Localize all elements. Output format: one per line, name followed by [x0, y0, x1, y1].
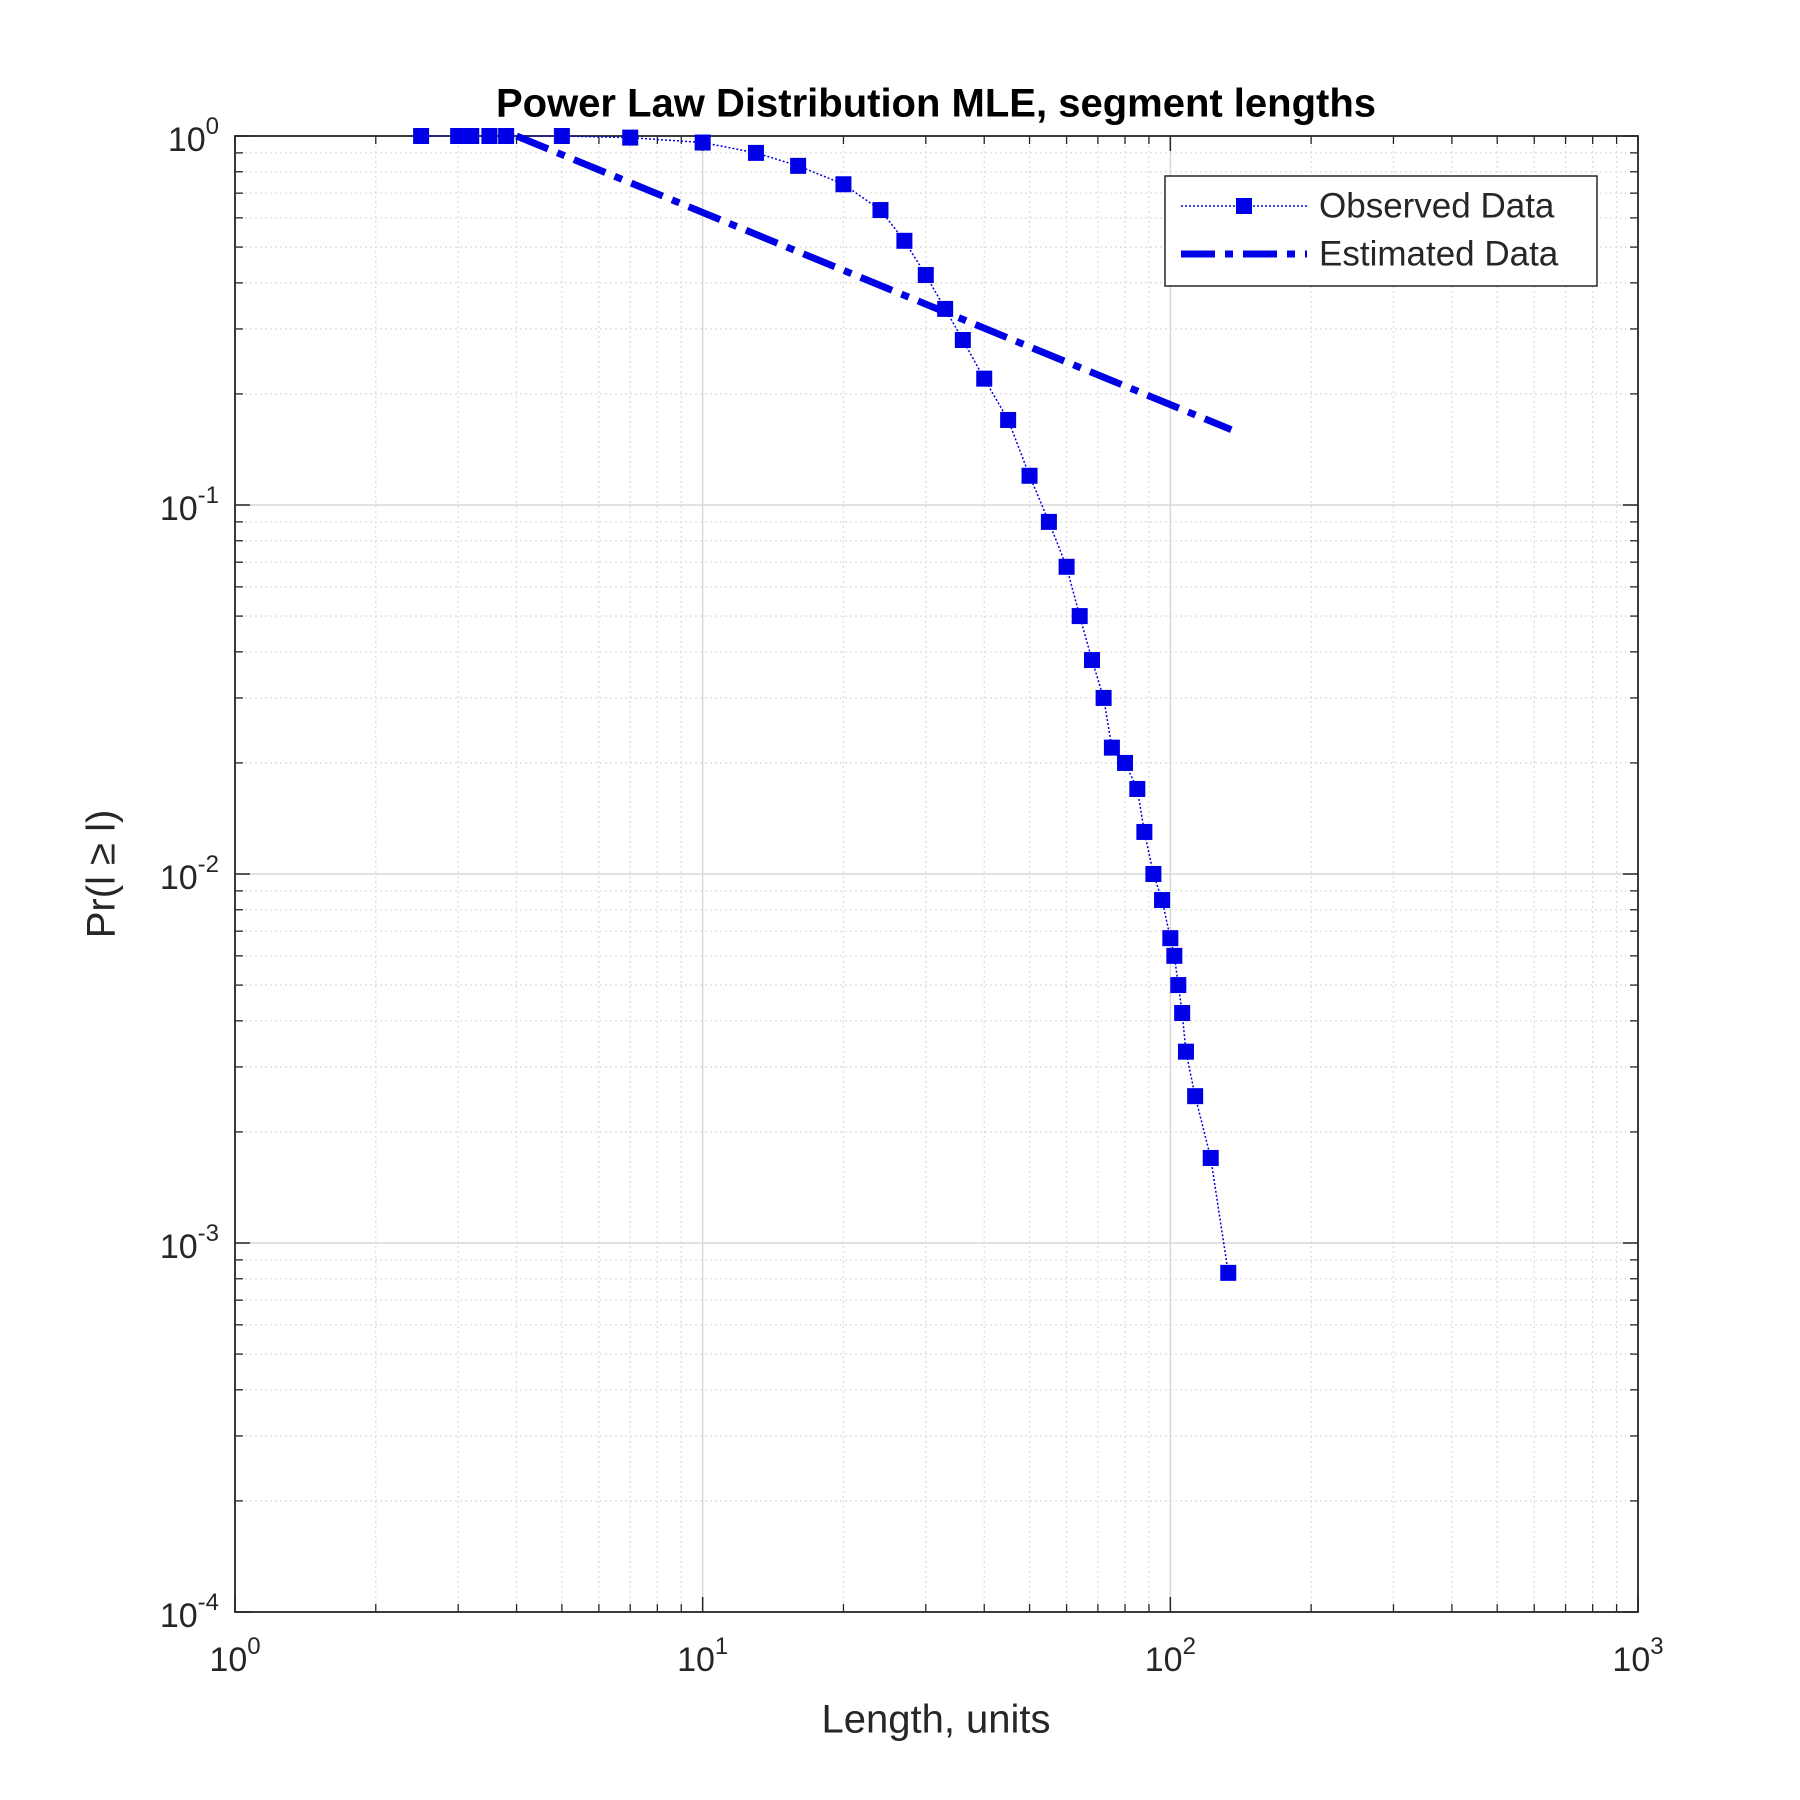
data-marker: [481, 128, 498, 144]
data-marker: [1103, 739, 1120, 756]
y-tick-label: 10-4: [160, 1589, 219, 1635]
data-marker: [1174, 1005, 1191, 1022]
data-marker: [1187, 1088, 1204, 1105]
data-marker: [954, 331, 971, 348]
data-marker: [1095, 689, 1112, 706]
y-tick-label: 100: [168, 113, 219, 159]
data-marker: [1220, 1264, 1237, 1281]
data-marker: [1154, 892, 1171, 909]
chart-title: Power Law Distribution MLE, segment leng…: [496, 82, 1376, 126]
y-tick-label: 10-2: [160, 851, 219, 897]
x-axis-label: Length, units: [821, 1698, 1050, 1742]
data-marker: [1177, 1043, 1194, 1060]
data-marker: [835, 176, 852, 193]
data-marker: [872, 202, 889, 219]
data-marker: [1166, 947, 1183, 964]
legend-label: Estimated Data: [1319, 234, 1559, 273]
legend-marker: [1236, 198, 1252, 214]
data-marker: [1136, 823, 1153, 840]
x-tick-label: 100: [209, 1633, 260, 1679]
x-tick-label: 101: [677, 1633, 728, 1679]
data-marker: [917, 267, 934, 284]
y-tick-label: 10-1: [160, 482, 219, 528]
data-marker: [463, 128, 480, 144]
plot-frame: [234, 135, 1639, 1613]
data-marker: [622, 129, 639, 146]
data-marker: [1040, 513, 1057, 530]
legend: Observed Data Estimated Data: [1164, 175, 1598, 287]
data-marker: [450, 128, 467, 144]
data-marker: [1071, 608, 1088, 625]
y-axis-label: Pr(l ≥ l): [80, 810, 124, 939]
y-tick-label: 10-3: [160, 1220, 219, 1266]
x-tick-label: 103: [1612, 1633, 1663, 1679]
data-marker: [1058, 558, 1075, 575]
legend-box: [1164, 175, 1598, 287]
data-marker: [1000, 411, 1017, 428]
data-marker: [1129, 780, 1146, 797]
series-line: [421, 135, 1229, 1273]
data-marker: [976, 370, 993, 387]
data-marker: [790, 157, 807, 174]
data-marker: [896, 232, 913, 249]
data-marker: [1162, 930, 1179, 947]
data-marker: [1202, 1149, 1219, 1166]
data-marker: [1117, 754, 1134, 771]
data-marker: [694, 134, 711, 151]
data-marker: [1145, 866, 1162, 882]
legend-label: Observed Data: [1319, 186, 1555, 225]
data-marker: [1021, 467, 1038, 484]
data-marker: [747, 144, 764, 161]
data-marker: [498, 128, 515, 144]
data-marker: [553, 128, 570, 144]
series-line: [515, 132, 1233, 433]
x-tick-label: 102: [1145, 1633, 1196, 1679]
data-marker: [1170, 977, 1187, 994]
data-marker: [413, 128, 430, 144]
data-marker: [1084, 652, 1101, 669]
